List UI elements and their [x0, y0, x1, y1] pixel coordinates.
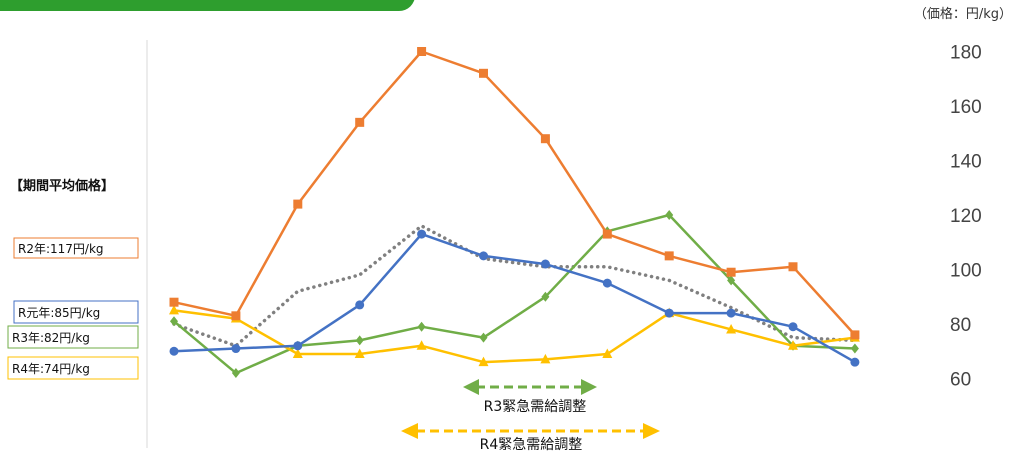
- series-3-point-3: [354, 348, 365, 358]
- r4-adjust-arrow: [401, 423, 660, 439]
- series-2: [170, 210, 859, 379]
- r3-adjust-label: R3緊急需給調整: [484, 399, 587, 415]
- series-1-point-2: [293, 341, 303, 351]
- series-1-point-3: [355, 300, 365, 310]
- series-0-point-10: [788, 262, 798, 272]
- series-1-point-10: [788, 322, 798, 332]
- series-3-point-2: [292, 348, 303, 358]
- series-2-point-4: [417, 321, 426, 332]
- y-tick-labels: 60 80 100 120 140 160 180: [950, 43, 982, 391]
- series-3-point-5: [478, 356, 489, 367]
- y-tick-120: 120: [950, 206, 982, 227]
- series-0-point-5: [479, 68, 488, 78]
- series-3-point-6: [540, 353, 551, 364]
- series-line-2: [173, 213, 855, 375]
- series-0-point-1: [231, 311, 241, 321]
- legend-label-r4: R4年:74円/kg: [12, 362, 90, 376]
- series-1-point-8: [664, 308, 674, 318]
- legend-box-r1: R元年:85円/kg: [13, 300, 139, 324]
- series-2-point-0: [170, 316, 178, 327]
- series-0-point-8: [664, 251, 674, 261]
- series-line-0: [173, 50, 856, 336]
- y-tick-80: 80: [950, 315, 971, 336]
- legend-box-r4: R4年:74円/kg: [7, 356, 139, 380]
- y-tick-160: 160: [950, 97, 982, 118]
- legend-label-r3: R3年:82円/kg: [12, 331, 90, 345]
- series-layer: [169, 47, 860, 379]
- r4-adjust-label: R4緊急需給調整: [480, 437, 583, 452]
- series-0-point-6: [540, 134, 550, 144]
- series-2-point-3: [355, 335, 364, 346]
- series-1-point-6: [540, 259, 550, 269]
- series-3: [169, 304, 860, 367]
- series-2-point-1: [231, 368, 240, 379]
- y-tick-140: 140: [950, 152, 982, 173]
- unit-label: （価格：円/kg）: [914, 6, 1012, 22]
- r3-adjust-arrow: [463, 379, 597, 395]
- series-0-point-4: [417, 47, 427, 56]
- series-0-point-3: [355, 117, 365, 127]
- legend-title: 【期間平均価格】: [10, 178, 114, 194]
- legend-box-r2: R2年:117円/kg: [13, 237, 139, 259]
- legend-box-r3: R3年:82円/kg: [7, 325, 139, 349]
- y-tick-180: 180: [950, 43, 982, 64]
- series-2-point-9: [727, 275, 736, 286]
- series-2-point-5: [479, 332, 488, 343]
- y-tick-100: 100: [950, 261, 982, 282]
- series-0-point-2: [293, 199, 303, 209]
- series-0-point-9: [726, 267, 736, 277]
- series-line-1: [173, 232, 856, 364]
- legend-label-r1: R元年:85円/kg: [18, 306, 100, 320]
- series-1-point-4: [417, 229, 427, 239]
- series-line-4: [172, 224, 857, 348]
- series-2-point-6: [541, 291, 550, 302]
- series-2-point-11: [850, 343, 859, 354]
- series-2-point-8: [665, 210, 674, 220]
- series-0: [169, 47, 860, 340]
- series-1: [169, 229, 860, 367]
- series-1-point-7: [602, 278, 612, 288]
- series-1-point-5: [479, 251, 488, 261]
- series-4: [172, 224, 857, 348]
- series-0-point-7: [602, 229, 612, 239]
- y-tick-60: 60: [950, 370, 971, 391]
- series-1-point-1: [231, 344, 241, 354]
- series-3-point-0: [169, 304, 179, 315]
- series-line-3: [173, 309, 856, 364]
- legend-label-r2: R2年:117円/kg: [18, 242, 104, 256]
- series-0-point-0: [169, 297, 179, 307]
- series-1-point-11: [850, 357, 860, 367]
- series-1-point-9: [726, 308, 736, 318]
- series-0-point-11: [850, 330, 860, 340]
- series-3-point-10: [788, 340, 798, 350]
- series-1-point-0: [169, 346, 179, 356]
- series-3-point-4: [416, 340, 427, 350]
- series-3-point-7: [602, 348, 613, 358]
- series-3-point-9: [726, 323, 737, 334]
- header-bar: [0, 0, 415, 11]
